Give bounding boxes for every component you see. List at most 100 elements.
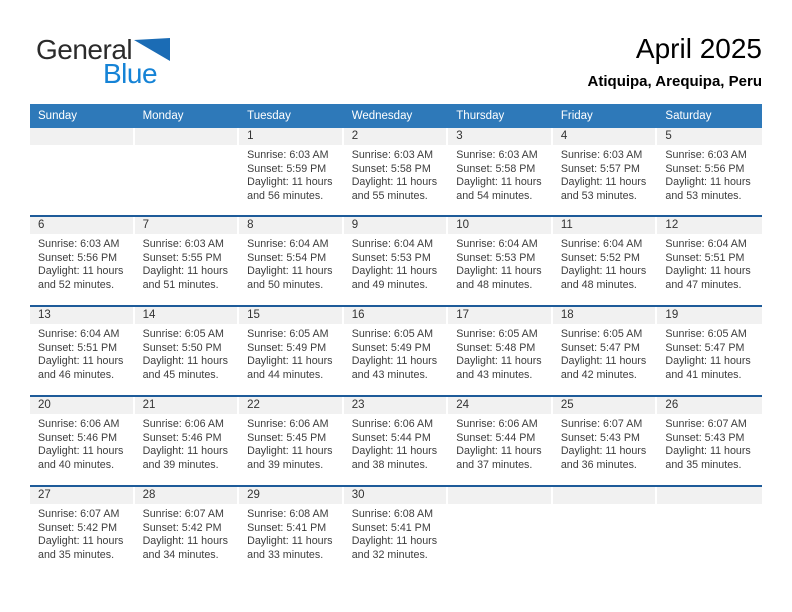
sunrise-text: Sunrise: 6:05 AM bbox=[665, 328, 747, 340]
day-details: Sunrise: 6:04 AM Sunset: 5:53 PM Daylight:… bbox=[448, 234, 553, 292]
day-header-saturday: Saturday bbox=[665, 110, 712, 122]
day-details: Sunrise: 6:06 AM Sunset: 5:44 PM Daylight:… bbox=[448, 414, 553, 472]
day-details: Sunrise: 6:05 AM Sunset: 5:47 PM Daylight:… bbox=[657, 324, 762, 382]
logo-flag-icon bbox=[134, 38, 171, 67]
daylight-text: Daylight: 11 hours and 48 minutes. bbox=[456, 265, 542, 291]
sunrise-text: Sunrise: 6:04 AM bbox=[665, 238, 747, 250]
day-number: 21 bbox=[134, 397, 240, 414]
daylight-text: Daylight: 11 hours and 55 minutes. bbox=[351, 176, 438, 202]
day-details: Sunrise: 6:03 AM Sunset: 5:56 PM Daylight:… bbox=[657, 145, 762, 203]
empty-day-cell bbox=[30, 128, 135, 215]
day-cell: 18 Sunrise: 6:05 AM Sunset: 5:47 PM Dayligh… bbox=[552, 307, 658, 395]
day-number: 18 bbox=[552, 307, 658, 324]
day-cell: 6 Sunrise: 6:03 AM Sunset: 5:56 PM Daylight… bbox=[30, 217, 135, 305]
day-header-monday: Monday bbox=[142, 110, 184, 122]
sunset-text: Sunset: 5:53 PM bbox=[456, 251, 536, 264]
day-details bbox=[553, 504, 658, 508]
sunrise-text: Sunrise: 6:06 AM bbox=[351, 418, 434, 430]
day-cell: 19 Sunrise: 6:05 AM Sunset: 5:47 PM Dayligh… bbox=[657, 307, 762, 395]
day-number bbox=[30, 128, 135, 145]
day-number: 11 bbox=[552, 217, 658, 234]
sunset-text: Sunset: 5:47 PM bbox=[665, 341, 745, 354]
sunrise-text: Sunrise: 6:05 AM bbox=[560, 328, 643, 340]
daylight-text: Daylight: 11 hours and 36 minutes. bbox=[560, 445, 647, 471]
sunset-text: Sunset: 5:46 PM bbox=[38, 431, 118, 444]
day-cell: 22 Sunrise: 6:06 AM Sunset: 5:45 PM Dayligh… bbox=[239, 397, 344, 485]
empty-day-cell bbox=[134, 128, 240, 215]
day-cell: 21 Sunrise: 6:06 AM Sunset: 5:46 PM Dayligh… bbox=[134, 397, 240, 485]
day-cell: 25 Sunrise: 6:07 AM Sunset: 5:43 PM Dayligh… bbox=[552, 397, 658, 485]
day-cell: 26 Sunrise: 6:07 AM Sunset: 5:43 PM Dayligh… bbox=[657, 397, 762, 485]
sunrise-text: Sunrise: 6:07 AM bbox=[38, 508, 120, 520]
week-row: 13 Sunrise: 6:04 AM Sunset: 5:51 PM Dayligh… bbox=[30, 305, 762, 395]
empty-day-cell bbox=[552, 487, 658, 575]
day-details bbox=[30, 145, 135, 149]
daylight-text: Daylight: 11 hours and 34 minutes. bbox=[142, 535, 228, 561]
day-number bbox=[657, 487, 762, 504]
sunset-text: Sunset: 5:54 PM bbox=[247, 251, 327, 264]
day-cell: 10 Sunrise: 6:04 AM Sunset: 5:53 PM Dayligh… bbox=[448, 217, 553, 305]
day-number: 25 bbox=[552, 397, 658, 414]
title-block: April 2025 Atiquipa, Arequipa, Peru bbox=[588, 33, 762, 90]
day-cell: 29 Sunrise: 6:08 AM Sunset: 5:41 PM Dayligh… bbox=[239, 487, 344, 575]
day-number: 23 bbox=[343, 397, 449, 414]
sunrise-text: Sunrise: 6:03 AM bbox=[247, 149, 329, 161]
empty-day-cell bbox=[657, 487, 762, 575]
day-number: 10 bbox=[448, 217, 553, 234]
daylight-text: Daylight: 11 hours and 40 minutes. bbox=[38, 445, 124, 471]
day-number: 28 bbox=[134, 487, 240, 504]
day-cell: 28 Sunrise: 6:07 AM Sunset: 5:42 PM Dayligh… bbox=[134, 487, 240, 575]
sunrise-text: Sunrise: 6:06 AM bbox=[38, 418, 120, 430]
day-number: 12 bbox=[657, 217, 762, 234]
day-header-tuesday: Tuesday bbox=[247, 110, 291, 122]
daylight-text: Daylight: 11 hours and 46 minutes. bbox=[38, 355, 124, 381]
day-details: Sunrise: 6:03 AM Sunset: 5:57 PM Daylight:… bbox=[553, 145, 658, 203]
day-cell: 1 Sunrise: 6:03 AM Sunset: 5:59 PM Daylight… bbox=[239, 128, 344, 215]
sunset-text: Sunset: 5:44 PM bbox=[456, 431, 536, 444]
sunset-text: Sunset: 5:58 PM bbox=[456, 162, 536, 175]
day-number: 2 bbox=[343, 128, 449, 145]
day-cell: 5 Sunrise: 6:03 AM Sunset: 5:56 PM Daylight… bbox=[657, 128, 762, 215]
day-number: 27 bbox=[30, 487, 135, 504]
sunset-text: Sunset: 5:41 PM bbox=[247, 521, 327, 534]
daylight-text: Daylight: 11 hours and 39 minutes. bbox=[142, 445, 228, 471]
sunset-text: Sunset: 5:57 PM bbox=[560, 162, 640, 175]
sunset-text: Sunset: 5:41 PM bbox=[351, 521, 431, 534]
day-cell: 12 Sunrise: 6:04 AM Sunset: 5:51 PM Dayligh… bbox=[657, 217, 762, 305]
sunset-text: Sunset: 5:49 PM bbox=[247, 341, 327, 354]
day-header-friday: Friday bbox=[560, 110, 593, 122]
day-details: Sunrise: 6:06 AM Sunset: 5:46 PM Daylight:… bbox=[30, 414, 135, 472]
day-number: 30 bbox=[343, 487, 449, 504]
day-number: 8 bbox=[239, 217, 344, 234]
sunset-text: Sunset: 5:55 PM bbox=[142, 251, 222, 264]
day-cell: 24 Sunrise: 6:06 AM Sunset: 5:44 PM Dayligh… bbox=[448, 397, 553, 485]
day-number: 5 bbox=[657, 128, 762, 145]
daylight-text: Daylight: 11 hours and 33 minutes. bbox=[247, 535, 333, 561]
day-details: Sunrise: 6:05 AM Sunset: 5:47 PM Daylight:… bbox=[553, 324, 658, 382]
day-header-thursday: Thursday bbox=[456, 110, 505, 122]
sunrise-text: Sunrise: 6:03 AM bbox=[456, 149, 538, 161]
daylight-text: Daylight: 11 hours and 41 minutes. bbox=[665, 355, 751, 381]
sunset-text: Sunset: 5:46 PM bbox=[142, 431, 222, 444]
sunset-text: Sunset: 5:49 PM bbox=[351, 341, 431, 354]
day-cell: 9 Sunrise: 6:04 AM Sunset: 5:53 PM Daylight… bbox=[343, 217, 449, 305]
daylight-text: Daylight: 11 hours and 50 minutes. bbox=[247, 265, 333, 291]
week-row: 6 Sunrise: 6:03 AM Sunset: 5:56 PM Daylight… bbox=[30, 215, 762, 305]
sunrise-text: Sunrise: 6:05 AM bbox=[247, 328, 329, 340]
sunset-text: Sunset: 5:43 PM bbox=[560, 431, 640, 444]
sunset-text: Sunset: 5:51 PM bbox=[38, 341, 118, 354]
sunset-text: Sunset: 5:56 PM bbox=[665, 162, 745, 175]
general-blue-logo: General Blue bbox=[36, 36, 171, 88]
day-number: 1 bbox=[239, 128, 344, 145]
sunset-text: Sunset: 5:50 PM bbox=[142, 341, 222, 354]
sunrise-text: Sunrise: 6:03 AM bbox=[665, 149, 747, 161]
sunrise-text: Sunrise: 6:03 AM bbox=[142, 238, 224, 250]
sunrise-text: Sunrise: 6:03 AM bbox=[560, 149, 643, 161]
sunset-text: Sunset: 5:42 PM bbox=[142, 521, 222, 534]
sunrise-text: Sunrise: 6:05 AM bbox=[456, 328, 538, 340]
day-cell: 27 Sunrise: 6:07 AM Sunset: 5:42 PM Dayligh… bbox=[30, 487, 135, 575]
day-cell: 20 Sunrise: 6:06 AM Sunset: 5:46 PM Dayligh… bbox=[30, 397, 135, 485]
day-details: Sunrise: 6:08 AM Sunset: 5:41 PM Daylight:… bbox=[344, 504, 449, 562]
day-number: 15 bbox=[239, 307, 344, 324]
day-details bbox=[657, 504, 762, 508]
